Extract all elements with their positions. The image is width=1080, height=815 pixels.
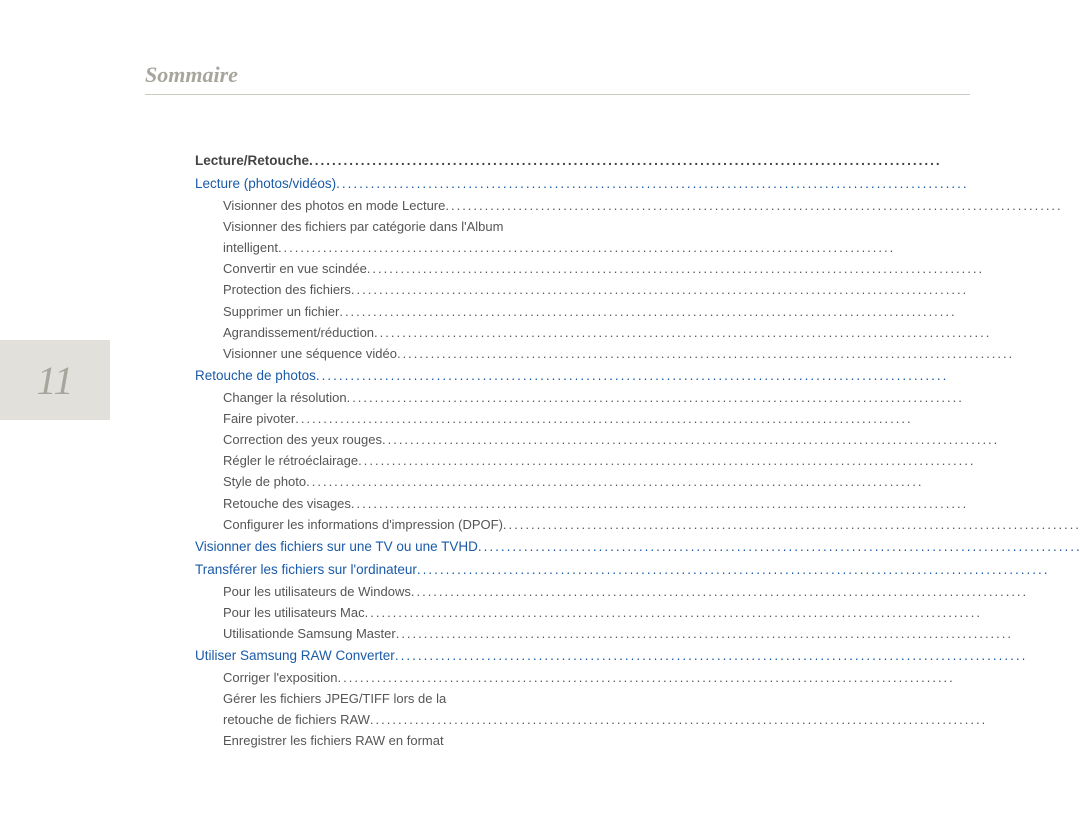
- toc-label: Pour les utilisateurs Mac: [223, 603, 365, 623]
- toc-sub[interactable]: Corriger l'exposition 99: [195, 668, 1080, 688]
- page-number-badge: 11: [0, 340, 110, 420]
- toc-label: Visionner des fichiers sur une TV ou une…: [195, 537, 478, 558]
- toc-sub[interactable]: Régler le rétroéclairage 88: [195, 451, 1080, 471]
- toc-sub[interactable]: Pour les utilisateurs de Windows 93: [195, 582, 1080, 602]
- toc-label: Régler le rétroéclairage: [223, 451, 358, 471]
- toc-label: Enregistrer les fichiers RAW en format: [223, 733, 444, 748]
- toc-sub[interactable]: Visionner une séquence vidéo 85: [195, 344, 1080, 364]
- toc-section[interactable]: Visionner des fichiers sur une TV ou une…: [195, 537, 1080, 558]
- toc-columns: Lecture/Retouche 78 Lecture (photos/vidé…: [195, 145, 970, 775]
- toc-label: Visionner des fichiers par catégorie dan…: [223, 219, 503, 234]
- toc-sub[interactable]: Configurer les informations d'impression…: [195, 515, 1080, 535]
- toc-sub[interactable]: Protection des fichiers 82: [195, 280, 1080, 300]
- toc-sub-wrap: Enregistrer les fichiers RAW en format: [195, 731, 1080, 751]
- toc-sub[interactable]: Retouche des visages 88: [195, 494, 1080, 514]
- toc-dots: [306, 472, 1080, 492]
- header-title: Sommaire: [145, 62, 970, 95]
- toc-dots: [339, 302, 1080, 322]
- toc-label: Lecture/Retouche: [195, 151, 309, 172]
- toc-dots: [503, 515, 1080, 535]
- toc-label: Faire pivoter: [223, 409, 295, 429]
- toc-label: Lecture (photos/vidéos): [195, 174, 336, 195]
- toc-dots: [395, 646, 1080, 667]
- toc-dots: [336, 174, 1080, 195]
- toc-dots: [396, 624, 1080, 644]
- toc-chapter: Lecture/Retouche 78: [195, 151, 1080, 172]
- toc-dots: [382, 430, 1080, 450]
- toc-dots: [365, 603, 1080, 623]
- page-number: 11: [36, 357, 73, 404]
- toc-dots: [295, 409, 1080, 429]
- toc-dots: [367, 259, 1080, 279]
- toc-sub[interactable]: Pour les utilisateurs Mac 96: [195, 603, 1080, 623]
- toc-label: Visionner des photos en mode Lecture: [223, 196, 445, 216]
- toc-section[interactable]: Retouche de photos 87: [195, 366, 1080, 387]
- toc-label: retouche de fichiers RAW: [223, 710, 370, 730]
- toc-dots: [370, 710, 1080, 730]
- toc-sub[interactable]: Utilisationde Samsung Master 97: [195, 624, 1080, 644]
- toc-label: Gérer les fichiers JPEG/TIFF lors de la: [223, 691, 446, 706]
- toc-sub[interactable]: Changer la résolution 87: [195, 388, 1080, 408]
- toc-label: Protection des fichiers: [223, 280, 351, 300]
- toc-label: Utiliser Samsung RAW Converter: [195, 646, 395, 667]
- toc-dots: [278, 238, 1080, 258]
- toc-sub-wrap: Gérer les fichiers JPEG/TIFF lors de la: [195, 689, 1080, 709]
- toc-dots: [316, 366, 1080, 387]
- toc-dots: [309, 151, 1080, 172]
- toc-label: Visionner une séquence vidéo: [223, 344, 397, 364]
- toc-section[interactable]: Lecture (photos/vidéos) 79: [195, 174, 1080, 195]
- toc-label: Utilisationde Samsung Master: [223, 624, 396, 644]
- toc-dots: [351, 494, 1080, 514]
- toc-label: Correction des yeux rouges: [223, 430, 382, 450]
- toc-label: Transférer les fichiers sur l'ordinateur: [195, 560, 417, 581]
- toc-section[interactable]: Transférer les fichiers sur l'ordinateur…: [195, 560, 1080, 581]
- toc-label: Convertir en vue scindée: [223, 259, 367, 279]
- toc-label: Corriger l'exposition: [223, 668, 337, 688]
- toc-sub[interactable]: Convertir en vue scindée 81: [195, 259, 1080, 279]
- toc-dots: [478, 537, 1080, 558]
- toc-column-left: Lecture/Retouche 78 Lecture (photos/vidé…: [195, 145, 1080, 775]
- toc-sub[interactable]: retouche de fichiers RAW 100: [195, 710, 1080, 730]
- toc-label: Changer la résolution: [223, 388, 347, 408]
- toc-label: Retouche de photos: [195, 366, 316, 387]
- toc-label: Retouche des visages: [223, 494, 351, 514]
- toc-dots: [374, 323, 1080, 343]
- toc-dots: [417, 560, 1080, 581]
- toc-label: Configurer les informations d'impression…: [223, 515, 503, 535]
- toc-label: intelligent: [223, 238, 278, 258]
- toc-sub-wrap: Visionner des fichiers par catégorie dan…: [195, 217, 1080, 237]
- toc-sub[interactable]: Style de photo 88: [195, 472, 1080, 492]
- toc-sub[interactable]: Faire pivoter 87: [195, 409, 1080, 429]
- toc-dots: [347, 388, 1080, 408]
- toc-dots: [358, 451, 1080, 471]
- toc-sub[interactable]: Agrandissement/réduction 84: [195, 323, 1080, 343]
- toc-sub[interactable]: intelligent 81: [195, 238, 1080, 258]
- toc-section[interactable]: Utiliser Samsung RAW Converter 98: [195, 646, 1080, 667]
- toc-label: Style de photo: [223, 472, 306, 492]
- toc-sub[interactable]: Visionner des photos en mode Lecture 79: [195, 196, 1080, 216]
- toc-label: Pour les utilisateurs de Windows: [223, 582, 411, 602]
- toc-dots: [411, 582, 1080, 602]
- toc-label: Agrandissement/réduction: [223, 323, 374, 343]
- toc-dots: [397, 344, 1080, 364]
- page-header: Sommaire: [145, 62, 970, 95]
- toc-sub[interactable]: Correction des yeux rouges 88: [195, 430, 1080, 450]
- toc-label: Supprimer un fichier: [223, 302, 339, 322]
- toc-dots: [337, 668, 1080, 688]
- toc-dots: [351, 280, 1080, 300]
- toc-dots: [445, 196, 1080, 216]
- toc-sub[interactable]: Supprimer un fichier 82: [195, 302, 1080, 322]
